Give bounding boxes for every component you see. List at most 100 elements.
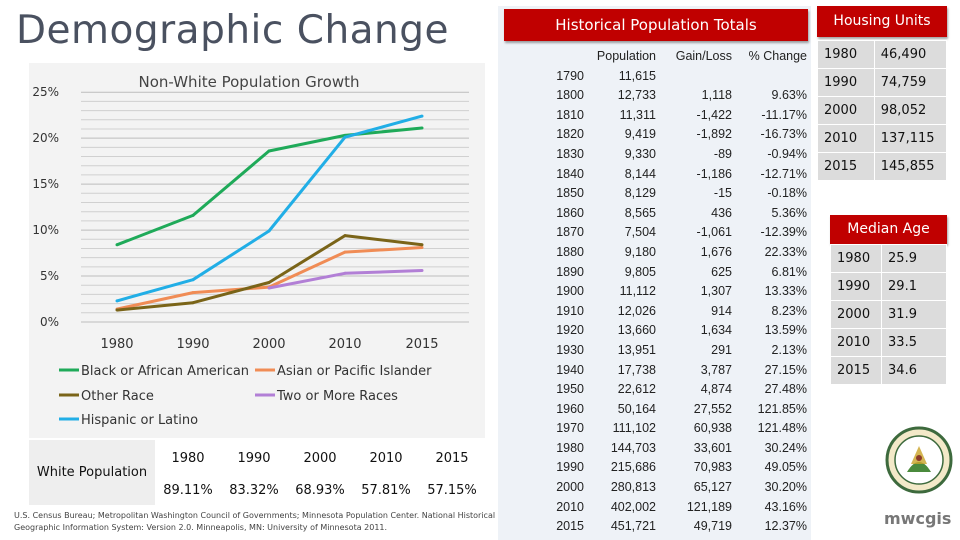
year-cell: 1860 [556, 205, 584, 220]
gain-cell: 625 [711, 264, 732, 279]
housing-row: 1990 74,759 [817, 68, 948, 97]
historical-row: 1930 13,951 291 2.13% [498, 341, 811, 361]
change-cell: 2.13% [771, 342, 807, 357]
data-point [267, 149, 271, 153]
wp-value: 57.15% [427, 483, 477, 498]
gain-cell [656, 67, 732, 87]
historical-row: 1880 9,180 1,676 22.33% [498, 243, 811, 263]
population-cell: 17,738 [617, 362, 656, 377]
median-age-panel: Median Age 1980 25.9 1990 29.1 2000 31.9 2010 3… [829, 215, 947, 385]
x-tick-label: 1990 [176, 337, 209, 352]
year-header [498, 47, 584, 67]
historical-row: 1950 22,612 4,874 27.48% [498, 380, 811, 400]
year-cell: 1870 [556, 225, 584, 240]
data-point [420, 269, 424, 273]
year-cell: 2000 [817, 96, 875, 125]
data-point [191, 291, 195, 295]
historical-table: Population Gain/Loss % Change 1790 11,615… [498, 47, 811, 537]
historical-row: 1810 11,311 -1,422 -11.17% [498, 106, 811, 126]
legend-label: Other Race [81, 389, 154, 404]
x-tick-label: 1980 [100, 337, 133, 352]
value-cell: 74,759 [873, 68, 948, 97]
year-cell: 1840 [556, 166, 584, 181]
white-population-label: White Population [29, 440, 155, 505]
population-cell: 50,164 [617, 401, 656, 416]
county-seal-icon [885, 426, 953, 494]
year-cell: 1920 [556, 323, 584, 338]
historical-row: 1850 8,129 -15 -0.18% [498, 184, 811, 204]
wp-value: 68.93% [295, 483, 345, 498]
change-cell: 22.33% [764, 244, 807, 259]
gain-cell: -15 [713, 186, 732, 201]
year-cell: 1800 [556, 88, 584, 103]
population-cell: 215,686 [610, 460, 656, 475]
wp-year: 2000 [303, 450, 337, 466]
year-cell: 1900 [556, 284, 584, 299]
year-cell: 2000 [829, 300, 883, 329]
gain-cell: 1,676 [700, 244, 732, 259]
year-cell: 2015 [829, 356, 883, 385]
data-point [267, 280, 271, 284]
population-cell: 11,112 [619, 284, 656, 299]
year-cell: 1980 [556, 440, 584, 455]
y-tick-label: 0% [40, 315, 59, 329]
gain-cell: 4,874 [700, 382, 732, 397]
year-cell: 1990 [817, 68, 875, 97]
value-cell: 33.5 [881, 328, 947, 357]
chart-title: Non-White Population Growth [139, 73, 360, 91]
median_age-row: 2000 31.9 [829, 300, 947, 329]
change-cell: 30.20% [764, 480, 807, 495]
y-tick-label: 20% [32, 131, 59, 145]
historical-row: 1970 111,102 60,938 121.48% [498, 419, 811, 439]
change-cell: 8.23% [771, 303, 807, 318]
data-point [343, 135, 347, 139]
page-title: Demographic Change [16, 8, 450, 53]
series-line [116, 126, 423, 247]
value-cell: 98,052 [873, 96, 948, 125]
historical-row: 1790 11,615 [498, 67, 811, 87]
year-cell: 1810 [556, 107, 584, 122]
change-cell: 27.15% [764, 362, 807, 377]
wp-year: 1980 [171, 450, 205, 466]
legend-label: Asian or Pacific Islander [277, 364, 432, 379]
population-cell: 9,180 [624, 244, 656, 259]
population-cell: 280,813 [610, 480, 656, 495]
value-cell: 145,855 [873, 152, 948, 181]
year-cell: 2015 [817, 152, 875, 181]
year-cell: 2010 [556, 499, 584, 514]
change-header: % Change [748, 49, 807, 63]
housing-row: 1980 46,490 [817, 40, 948, 69]
population-cell: 22,612 [617, 382, 656, 397]
wp-value: 57.81% [361, 483, 411, 498]
data-point [343, 234, 347, 238]
data-point [115, 243, 119, 247]
year-cell: 1880 [556, 244, 584, 259]
gain-cell: 1,634 [700, 323, 732, 338]
change-cell: -12.71% [760, 166, 807, 181]
historical-row: 1940 17,738 3,787 27.15% [498, 361, 811, 381]
data-point [420, 243, 424, 247]
change-cell: -0.18% [767, 186, 807, 201]
year-cell: 1910 [556, 303, 584, 318]
population-cell: 9,330 [624, 146, 656, 161]
x-tick-label: 2015 [405, 337, 438, 352]
population-cell: 12,733 [617, 88, 656, 103]
gain-cell: 1,118 [701, 88, 732, 103]
median_age-row: 2015 34.6 [829, 356, 947, 385]
historical-row: 1900 11,112 1,307 13.33% [498, 282, 811, 302]
population-cell: 8,565 [624, 205, 656, 220]
year-cell: 1990 [829, 272, 883, 301]
gain-cell: 27,552 [693, 401, 732, 416]
historical-row: 2000 280,813 65,127 30.20% [498, 478, 811, 498]
change-cell: -0.94% [767, 146, 807, 161]
y-tick-label: 25% [32, 85, 59, 99]
change-cell: -16.73% [760, 127, 807, 142]
gain-cell: 70,983 [693, 460, 732, 475]
population-cell: 111,102 [612, 421, 656, 436]
gain-cell: -1,892 [696, 127, 732, 142]
median-age-table: 1980 25.9 1990 29.1 2000 31.9 2010 33.5 2015 34.6 [829, 244, 947, 385]
source-note: U.S. Census Bureau; Metropolitan Washing… [14, 511, 496, 532]
gain-cell: 1,307 [700, 284, 732, 299]
historical-body: 1790 11,615 1800 12,733 1,118 9.63% 1810 11,311… [498, 67, 811, 537]
value-cell: 29.1 [881, 272, 947, 301]
